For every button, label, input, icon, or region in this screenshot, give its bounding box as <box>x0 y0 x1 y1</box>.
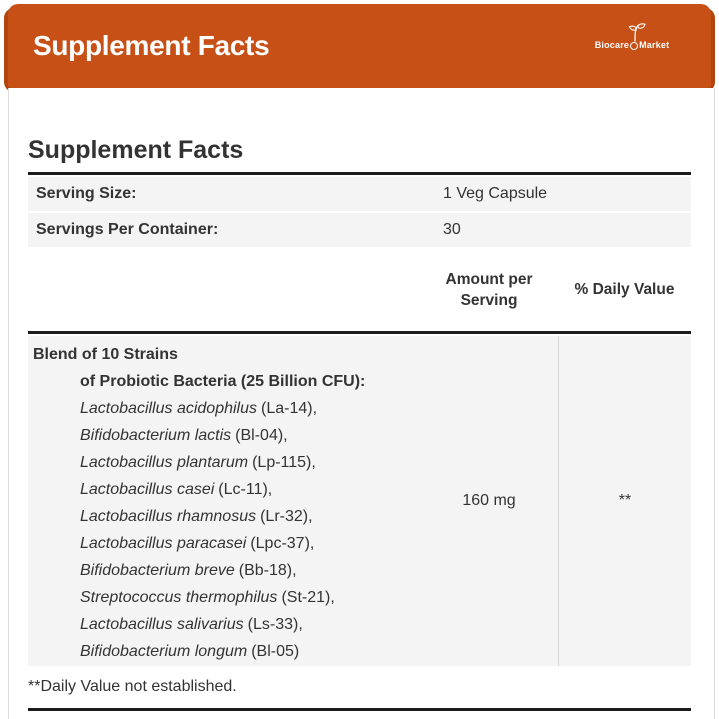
daily-value-header: % Daily Value <box>574 281 675 298</box>
facts-heading: Supplement Facts <box>28 136 244 164</box>
strain-item: Lactobacillus paracasei (Lpc-37), <box>28 530 420 557</box>
ingredient-daily-value: ** <box>558 336 691 666</box>
sprout-icon <box>628 23 646 42</box>
serving-row-value: 30 <box>443 221 461 238</box>
ingredient-title-line2: of Probiotic Bacteria (25 Billion CFU): <box>80 373 366 390</box>
strain-item: Bifidobacterium breve (Bb-18), <box>28 557 420 584</box>
amount-per-serving-header: Amount per Serving <box>420 269 558 311</box>
strain-item: Bifidobacterium longum (Bl-05) <box>28 638 420 665</box>
ingredient-row: Blend of 10 Strains of Probiotic Bacteri… <box>28 336 691 666</box>
strain-item: Lactobacillus acidophilus (La-14), <box>28 395 420 422</box>
ingredient-description: Blend of 10 Strains of Probiotic Bacteri… <box>28 336 420 666</box>
serving-row-label: Serving Size: <box>36 185 137 202</box>
strain-item: Bifidobacterium lactis (Bl-04), <box>28 422 420 449</box>
amount-header-line2: Serving <box>460 292 518 309</box>
daily-value-footnote: **Daily Value not established. <box>28 678 237 695</box>
bottom-rule <box>28 708 691 711</box>
strain-species: Lactobacillus plantarum <box>80 454 249 471</box>
serving-row: Serving Size: 1 Veg Capsule <box>28 177 691 211</box>
ingredient-amount: 160 mg <box>462 492 516 509</box>
strain-species: Bifidobacterium longum <box>80 643 248 660</box>
amount-header-line1: Amount per <box>445 271 533 288</box>
brand-word-1: Biocare <box>594 40 630 50</box>
strain-code: (Lr-32), <box>260 508 313 525</box>
brand-logo: Biocare Market <box>595 22 670 50</box>
serving-row: Servings Per Container: 30 <box>28 213 691 247</box>
serving-row-value: 1 Veg Capsule <box>443 185 548 202</box>
mid-rule <box>28 331 691 334</box>
strain-species: Streptococcus thermophilus <box>80 589 278 606</box>
serving-table: Serving Size: 1 Veg Capsule Servings Per… <box>28 177 691 247</box>
strain-item: Lactobacillus plantarum (Lp-115), <box>28 449 420 476</box>
strain-species: Lactobacillus casei <box>80 481 215 498</box>
strain-code: (Bl-05) <box>251 643 300 660</box>
strain-species: Lactobacillus rhamnosus <box>80 508 257 525</box>
strain-code: (Lp-115), <box>252 454 316 471</box>
brand-word-2: Market <box>639 40 670 50</box>
strain-code: (Bb-18), <box>238 562 297 579</box>
strain-species: Lactobacillus paracasei <box>80 535 247 552</box>
strain-item: Lactobacillus salivarius (Ls-33), <box>28 611 420 638</box>
serving-row-label: Servings Per Container: <box>36 221 219 238</box>
facts-card: Supplement Facts Serving Size: 1 Veg Cap… <box>8 88 715 719</box>
top-rule <box>28 172 691 175</box>
strain-code: (Ls-33), <box>247 616 303 633</box>
strain-code: (Lpc-37), <box>250 535 315 552</box>
strain-code: (Lc-11), <box>218 481 273 498</box>
column-header-row: Amount per Serving % Daily Value <box>28 249 691 331</box>
panel-title: Supplement Facts <box>33 30 270 61</box>
brand-logo-text: Biocare Market <box>595 40 670 50</box>
strain-item: Streptococcus thermophilus (St-21), <box>28 584 420 611</box>
ingredient-title-line1: Blend of 10 Strains <box>33 346 178 363</box>
strain-list: Lactobacillus acidophilus (La-14), Bifido… <box>28 395 420 665</box>
panel-header: Supplement Facts Biocare Market <box>8 4 711 88</box>
strain-species: Bifidobacterium lactis <box>80 427 232 444</box>
strain-species: Lactobacillus salivarius <box>80 616 244 633</box>
strain-species: Lactobacillus acidophilus <box>80 400 257 417</box>
strain-item: Lactobacillus rhamnosus (Lr-32), <box>28 503 420 530</box>
pot-circle-icon <box>630 41 639 50</box>
strain-code: (Bl-04), <box>235 427 288 444</box>
strain-item: Lactobacillus casei (Lc-11), <box>28 476 420 503</box>
strain-code: (La-14), <box>261 400 318 417</box>
strain-code: (St-21), <box>281 589 335 606</box>
strain-species: Bifidobacterium breve <box>80 562 235 579</box>
